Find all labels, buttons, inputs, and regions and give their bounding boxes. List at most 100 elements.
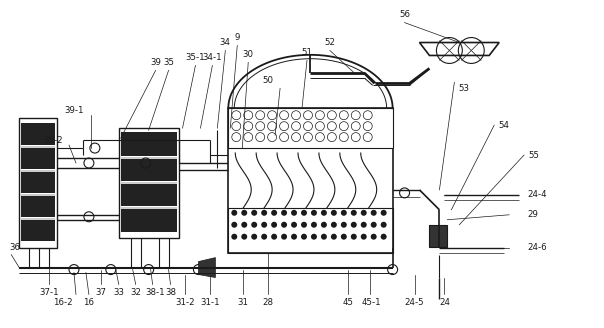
Text: 31: 31: [238, 298, 249, 307]
Text: 39-1: 39-1: [64, 106, 84, 115]
Text: 45-1: 45-1: [362, 298, 382, 307]
Circle shape: [271, 234, 277, 240]
Circle shape: [331, 210, 337, 216]
Text: 32: 32: [130, 288, 141, 297]
Circle shape: [361, 222, 367, 228]
Circle shape: [351, 222, 357, 228]
Circle shape: [321, 222, 327, 228]
Bar: [121, 157, 176, 181]
Circle shape: [321, 210, 327, 216]
Circle shape: [371, 222, 377, 228]
Text: 39: 39: [150, 58, 161, 67]
Circle shape: [241, 210, 247, 216]
Circle shape: [261, 222, 267, 228]
Bar: [21, 123, 55, 145]
Text: 38-1: 38-1: [146, 288, 165, 297]
Circle shape: [301, 234, 307, 240]
Text: 56: 56: [399, 10, 410, 19]
Circle shape: [331, 234, 337, 240]
Text: 16-2: 16-2: [53, 298, 73, 307]
Circle shape: [271, 222, 277, 228]
Circle shape: [311, 210, 317, 216]
Text: 35-1: 35-1: [185, 53, 205, 62]
Bar: [21, 146, 55, 148]
Circle shape: [261, 210, 267, 216]
Bar: [429, 225, 448, 247]
Bar: [21, 194, 55, 196]
Text: 29: 29: [527, 210, 538, 219]
Text: 31-2: 31-2: [176, 298, 195, 307]
Text: 51: 51: [301, 48, 312, 57]
Text: 35: 35: [163, 58, 174, 67]
Circle shape: [251, 234, 257, 240]
Text: 30: 30: [243, 50, 254, 59]
Circle shape: [291, 234, 297, 240]
Bar: [228, 208, 393, 253]
Circle shape: [301, 222, 307, 228]
Circle shape: [341, 222, 347, 228]
Circle shape: [231, 222, 237, 228]
Bar: [121, 156, 176, 158]
Bar: [119, 128, 179, 238]
Circle shape: [231, 210, 237, 216]
Circle shape: [281, 210, 287, 216]
Circle shape: [351, 210, 357, 216]
Circle shape: [251, 222, 257, 228]
Circle shape: [311, 234, 317, 240]
Text: 34-1: 34-1: [202, 53, 222, 62]
Circle shape: [301, 210, 307, 216]
Bar: [121, 132, 176, 155]
Text: 37-1: 37-1: [39, 288, 59, 297]
Circle shape: [321, 234, 327, 240]
Text: 24-6: 24-6: [527, 243, 547, 252]
Circle shape: [371, 210, 377, 216]
Circle shape: [291, 222, 297, 228]
Circle shape: [261, 234, 267, 240]
Circle shape: [281, 222, 287, 228]
Circle shape: [251, 210, 257, 216]
Text: 54: 54: [499, 121, 510, 130]
Circle shape: [331, 222, 337, 228]
Text: 38: 38: [165, 288, 176, 297]
Bar: [228, 108, 393, 148]
Text: 9: 9: [234, 33, 240, 42]
Text: 52: 52: [324, 38, 335, 47]
Bar: [121, 182, 176, 184]
Text: 34: 34: [220, 38, 231, 47]
Circle shape: [381, 222, 387, 228]
Circle shape: [381, 210, 387, 216]
Bar: [121, 207, 176, 209]
Text: 24: 24: [439, 298, 450, 307]
Bar: [21, 170, 55, 172]
Circle shape: [351, 234, 357, 240]
Circle shape: [341, 234, 347, 240]
Text: 45: 45: [342, 298, 353, 307]
Circle shape: [341, 210, 347, 216]
Text: 28: 28: [263, 298, 274, 307]
Circle shape: [291, 210, 297, 216]
Bar: [121, 208, 176, 232]
Bar: [21, 171, 55, 193]
Bar: [228, 108, 393, 253]
Text: 36: 36: [9, 243, 21, 252]
Circle shape: [371, 234, 377, 240]
Circle shape: [381, 234, 387, 240]
Text: 16: 16: [83, 298, 94, 307]
Circle shape: [311, 222, 317, 228]
Bar: [21, 218, 55, 220]
Polygon shape: [420, 43, 499, 55]
Bar: [21, 219, 55, 241]
Text: 31-1: 31-1: [201, 298, 220, 307]
Bar: [121, 183, 176, 206]
Text: 55: 55: [528, 151, 539, 159]
Circle shape: [241, 222, 247, 228]
Bar: [429, 225, 448, 247]
Circle shape: [281, 234, 287, 240]
Text: 33: 33: [114, 288, 124, 297]
Text: 35-2: 35-2: [43, 135, 63, 145]
Bar: [19, 118, 57, 248]
Text: 53: 53: [459, 84, 470, 93]
Text: 24-4: 24-4: [527, 190, 547, 199]
Text: 37: 37: [95, 288, 106, 297]
Bar: [21, 195, 55, 217]
